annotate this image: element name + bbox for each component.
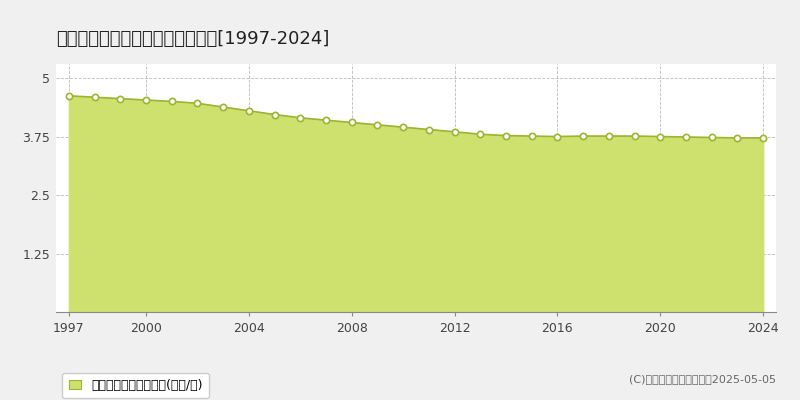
Text: (C)土地価格ドットコム　2025-05-05: (C)土地価格ドットコム 2025-05-05 <box>629 374 776 384</box>
Text: 那珂郡東海村豊岡　基準地価推移[1997-2024]: 那珂郡東海村豊岡 基準地価推移[1997-2024] <box>56 30 330 48</box>
Legend: 基準地価　平均坪単価(万円/坪): 基準地価 平均坪単価(万円/坪) <box>62 373 209 398</box>
